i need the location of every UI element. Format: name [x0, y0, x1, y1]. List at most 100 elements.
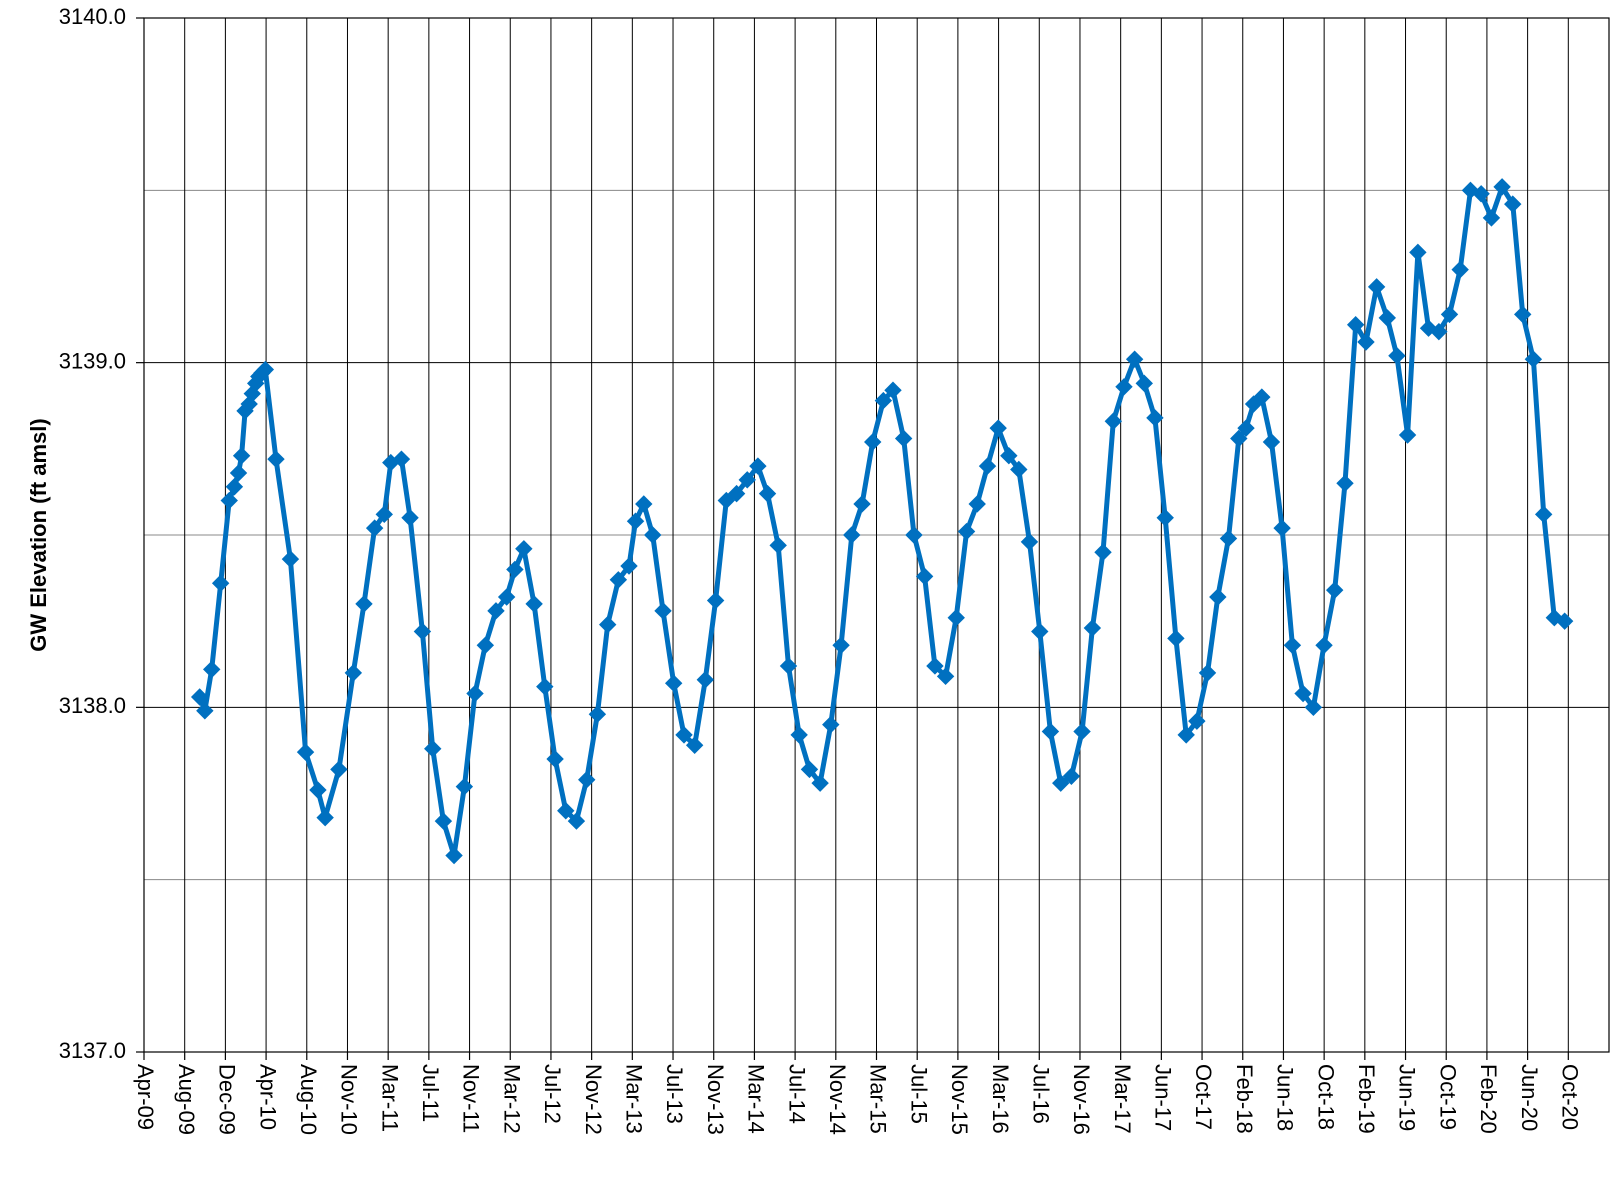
data-point-marker	[487, 602, 505, 620]
data-point-marker	[1083, 619, 1102, 637]
data-point-marker	[588, 705, 607, 723]
x-tick-label: Mar-15	[866, 1064, 891, 1134]
data-point-marker	[243, 384, 261, 403]
data-point-marker	[281, 550, 300, 568]
data-point-marker	[675, 726, 693, 744]
data-point-marker	[296, 743, 315, 761]
data-point-marker	[832, 636, 850, 655]
data-point-marker	[654, 602, 672, 620]
x-tick-label: Aug-09	[174, 1064, 199, 1135]
data-point-marker	[874, 391, 893, 410]
data-point-marker	[1010, 460, 1028, 479]
data-point-marker	[316, 808, 334, 827]
x-gridlines	[184, 18, 1569, 1052]
data-point-marker	[1062, 767, 1081, 785]
data-point-marker	[256, 360, 275, 379]
data-point-marker	[1000, 447, 1018, 465]
data-point-marker	[455, 777, 474, 796]
data-point-marker	[476, 636, 495, 655]
x-tick-label: Jul-12	[540, 1064, 565, 1124]
data-point-marker	[1451, 260, 1469, 279]
x-tick-label: Jul-13	[662, 1064, 687, 1124]
data-point-marker	[822, 715, 840, 734]
data-point-marker	[609, 571, 628, 589]
data-point-marker	[434, 812, 453, 830]
data-point-marker	[1514, 305, 1532, 324]
data-point-marker	[1378, 309, 1396, 327]
series-layer	[190, 178, 1574, 865]
data-point-marker	[536, 677, 554, 696]
x-tick-label: Nov-15	[947, 1064, 972, 1135]
data-point-marker	[211, 574, 230, 592]
x-tick-label: Mar-16	[988, 1064, 1013, 1134]
data-point-marker	[1534, 505, 1553, 524]
x-tick-label: Jun-17	[1151, 1064, 1176, 1131]
data-point-marker	[1253, 388, 1271, 406]
x-tick-label: Mar-12	[499, 1064, 524, 1134]
data-point-marker	[1440, 305, 1459, 324]
data-point-marker	[506, 560, 524, 579]
data-point-marker	[546, 750, 564, 768]
data-point-marker	[1125, 350, 1144, 368]
x-tick-label: Feb-18	[1232, 1064, 1257, 1134]
x-tick-label: Nov-10	[337, 1064, 362, 1135]
data-point-marker	[267, 450, 285, 468]
data-point-marker	[894, 429, 913, 448]
data-point-marker	[717, 491, 735, 510]
data-point-marker	[957, 522, 976, 541]
x-tick-label: Apr-09	[133, 1064, 158, 1130]
data-point-marker	[220, 491, 238, 510]
data-point-marker	[769, 536, 787, 555]
data-point-marker	[1294, 684, 1312, 703]
data-point-marker	[225, 478, 244, 496]
data-point-marker	[557, 802, 575, 820]
x-tick-label: Oct-20	[1557, 1064, 1582, 1130]
data-point-marker	[1230, 429, 1248, 448]
x-tick-label: Mar-13	[622, 1064, 647, 1134]
x-tick-label: Apr-10	[255, 1064, 280, 1130]
data-point-marker	[1073, 722, 1091, 741]
data-point-marker	[989, 419, 1007, 437]
data-point-marker	[1020, 533, 1039, 551]
data-point-marker	[401, 509, 419, 527]
data-point-marker	[1482, 209, 1501, 227]
data-point-marker	[1336, 474, 1354, 493]
y-tick-label: 3137.0	[59, 1038, 126, 1063]
data-point-marker	[1135, 374, 1153, 393]
data-point-marker	[1504, 195, 1522, 213]
data-point-marker	[884, 381, 902, 399]
data-point-marker	[392, 450, 411, 468]
data-point-marker	[375, 505, 393, 524]
data-point-marker	[706, 591, 725, 610]
data-point-marker	[1209, 588, 1227, 606]
x-tick-label: Nov-16	[1069, 1064, 1094, 1135]
x-tick-label: Aug-10	[296, 1064, 321, 1135]
data-point-marker	[1273, 519, 1291, 537]
data-point-marker	[344, 664, 363, 682]
data-point-marker	[626, 512, 645, 530]
data-point-marker	[1555, 612, 1574, 630]
data-point-marker	[738, 471, 756, 489]
data-point-marker	[1156, 509, 1174, 527]
data-point-marker	[424, 739, 442, 758]
data-point-marker	[1167, 629, 1185, 648]
data-point-marker	[968, 495, 986, 513]
data-point-marker	[1409, 243, 1427, 262]
data-point-marker	[1315, 636, 1333, 655]
data-point-marker	[365, 519, 384, 537]
data-point-marker	[727, 484, 746, 503]
x-tick-label: Jul-16	[1028, 1064, 1053, 1124]
data-point-marker	[1262, 433, 1281, 451]
data-point-marker	[1325, 581, 1344, 599]
x-tick-label: Jun-18	[1273, 1064, 1298, 1131]
data-point-marker	[947, 609, 965, 627]
data-point-marker	[1052, 774, 1070, 792]
data-point-marker	[790, 726, 808, 744]
data-point-marker	[1493, 178, 1511, 196]
x-tick-label: Jul-15	[906, 1064, 931, 1124]
data-point-marker	[664, 674, 683, 692]
x-tick-label: Oct-18	[1313, 1064, 1338, 1130]
data-point-marker	[1198, 664, 1217, 682]
x-tick-label: Jul-11	[418, 1064, 443, 1122]
